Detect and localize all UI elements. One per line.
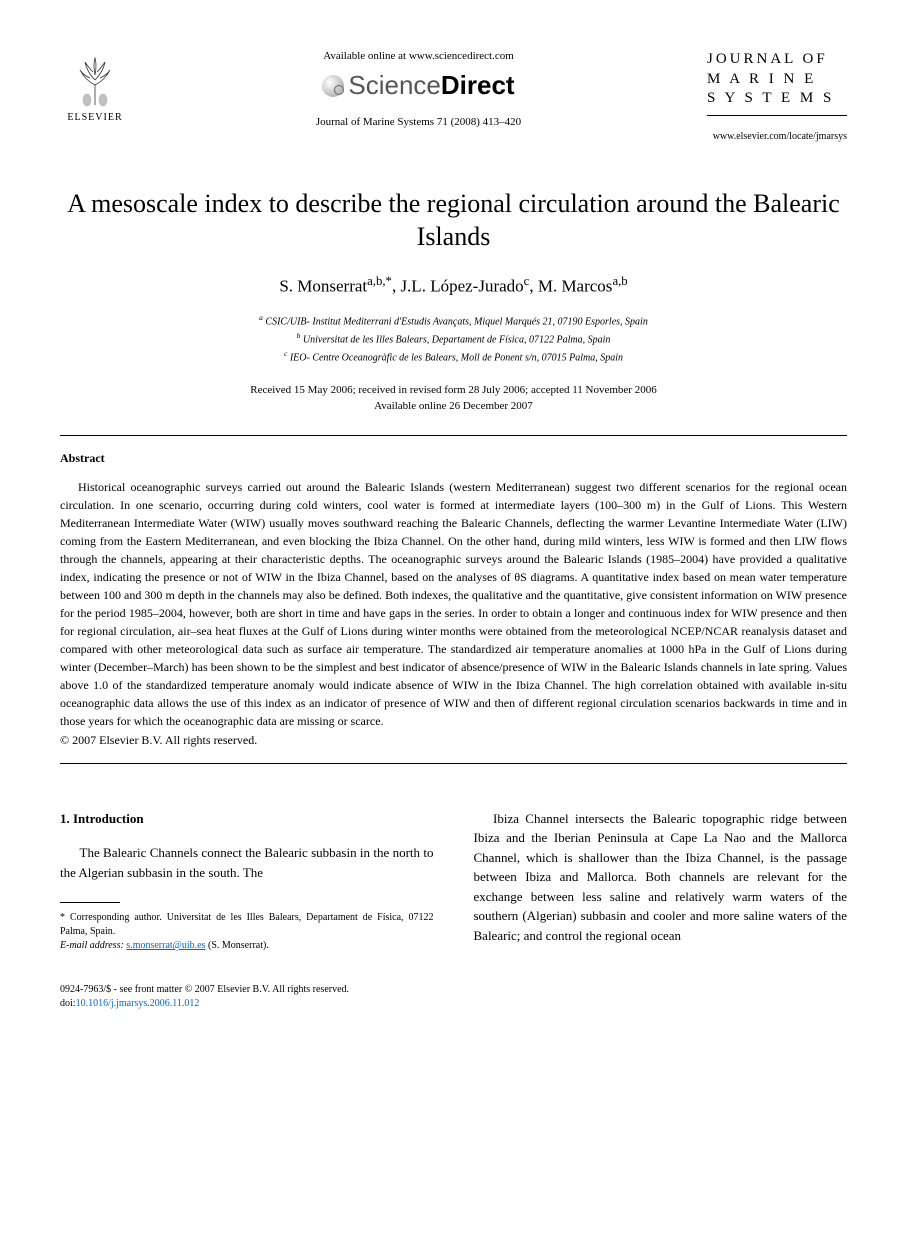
- journal-line3: S Y S T E M S: [707, 89, 847, 109]
- sciencedirect-logo: ScienceDirect: [150, 70, 687, 101]
- elsevier-logo: ELSEVIER: [60, 50, 130, 123]
- elsevier-label: ELSEVIER: [67, 112, 122, 123]
- corresponding-text: * Corresponding author. Universitat de l…: [60, 911, 434, 939]
- doi-label: doi:: [60, 998, 76, 1009]
- footnote-separator: [60, 902, 120, 903]
- article-title: A mesoscale index to describe the region…: [60, 187, 847, 255]
- email-author: (S. Monserrat).: [208, 940, 269, 951]
- elsevier-tree-icon: [65, 50, 125, 110]
- email-line: E-mail address: s.monserrat@uib.es (S. M…: [60, 939, 434, 953]
- sciencedirect-wordmark: ScienceDirect: [348, 70, 514, 101]
- doi-link[interactable]: 10.1016/j.jmarsys.2006.11.012: [76, 998, 200, 1009]
- dates-line1: Received 15 May 2006; received in revise…: [60, 382, 847, 399]
- abstract-copyright: © 2007 Elsevier B.V. All rights reserved…: [60, 733, 847, 748]
- affiliations: a CSIC/UIB- Institut Mediterrani d'Estud…: [60, 312, 847, 367]
- intro-para-left: The Balearic Channels connect the Balear…: [60, 843, 434, 882]
- column-right: Ibiza Channel intersects the Balearic to…: [474, 809, 848, 954]
- journal-url: www.elsevier.com/locate/jmarsys: [707, 131, 847, 142]
- dates-line2: Available online 26 December 2007: [60, 398, 847, 415]
- column-left: 1. Introduction The Balearic Channels co…: [60, 809, 434, 954]
- bottom-bar: 0924-7963/$ - see front matter © 2007 El…: [60, 983, 847, 1011]
- abstract-heading: Abstract: [60, 451, 847, 466]
- section-1-heading: 1. Introduction: [60, 809, 434, 829]
- journal-line2: M A R I N E: [707, 70, 847, 90]
- journal-title-block: JOURNAL OF M A R I N E S Y S T E M S www…: [707, 50, 847, 142]
- body-columns: 1. Introduction The Balearic Channels co…: [60, 809, 847, 954]
- article-dates: Received 15 May 2006; received in revise…: [60, 382, 847, 415]
- rule-bottom: [60, 763, 847, 764]
- center-header: Available online at www.sciencedirect.co…: [130, 50, 707, 128]
- rule-top: [60, 435, 847, 436]
- journal-citation: Journal of Marine Systems 71 (2008) 413–…: [150, 116, 687, 128]
- sd-bold: Direct: [441, 70, 515, 100]
- page-header: ELSEVIER Available online at www.science…: [60, 50, 847, 142]
- corresponding-footnote: * Corresponding author. Universitat de l…: [60, 911, 434, 953]
- author-email-link[interactable]: s.monserrat@uib.es: [126, 940, 205, 951]
- journal-logo-text: JOURNAL OF M A R I N E S Y S T E M S: [707, 50, 847, 116]
- doi-line: doi:10.1016/j.jmarsys.2006.11.012: [60, 997, 847, 1011]
- available-online-text: Available online at www.sciencedirect.co…: [150, 50, 687, 62]
- authors-line: S. Monserrata,b,*, J.L. López-Juradoc, M…: [60, 274, 847, 297]
- issn-line: 0924-7963/$ - see front matter © 2007 El…: [60, 983, 847, 997]
- sd-thin: Science: [348, 70, 441, 100]
- abstract-body: Historical oceanographic surveys carried…: [60, 478, 847, 730]
- journal-line1: JOURNAL OF: [707, 50, 847, 70]
- sciencedirect-ball-icon: [322, 75, 344, 97]
- email-label: E-mail address:: [60, 940, 124, 951]
- intro-para-right: Ibiza Channel intersects the Balearic to…: [474, 809, 848, 946]
